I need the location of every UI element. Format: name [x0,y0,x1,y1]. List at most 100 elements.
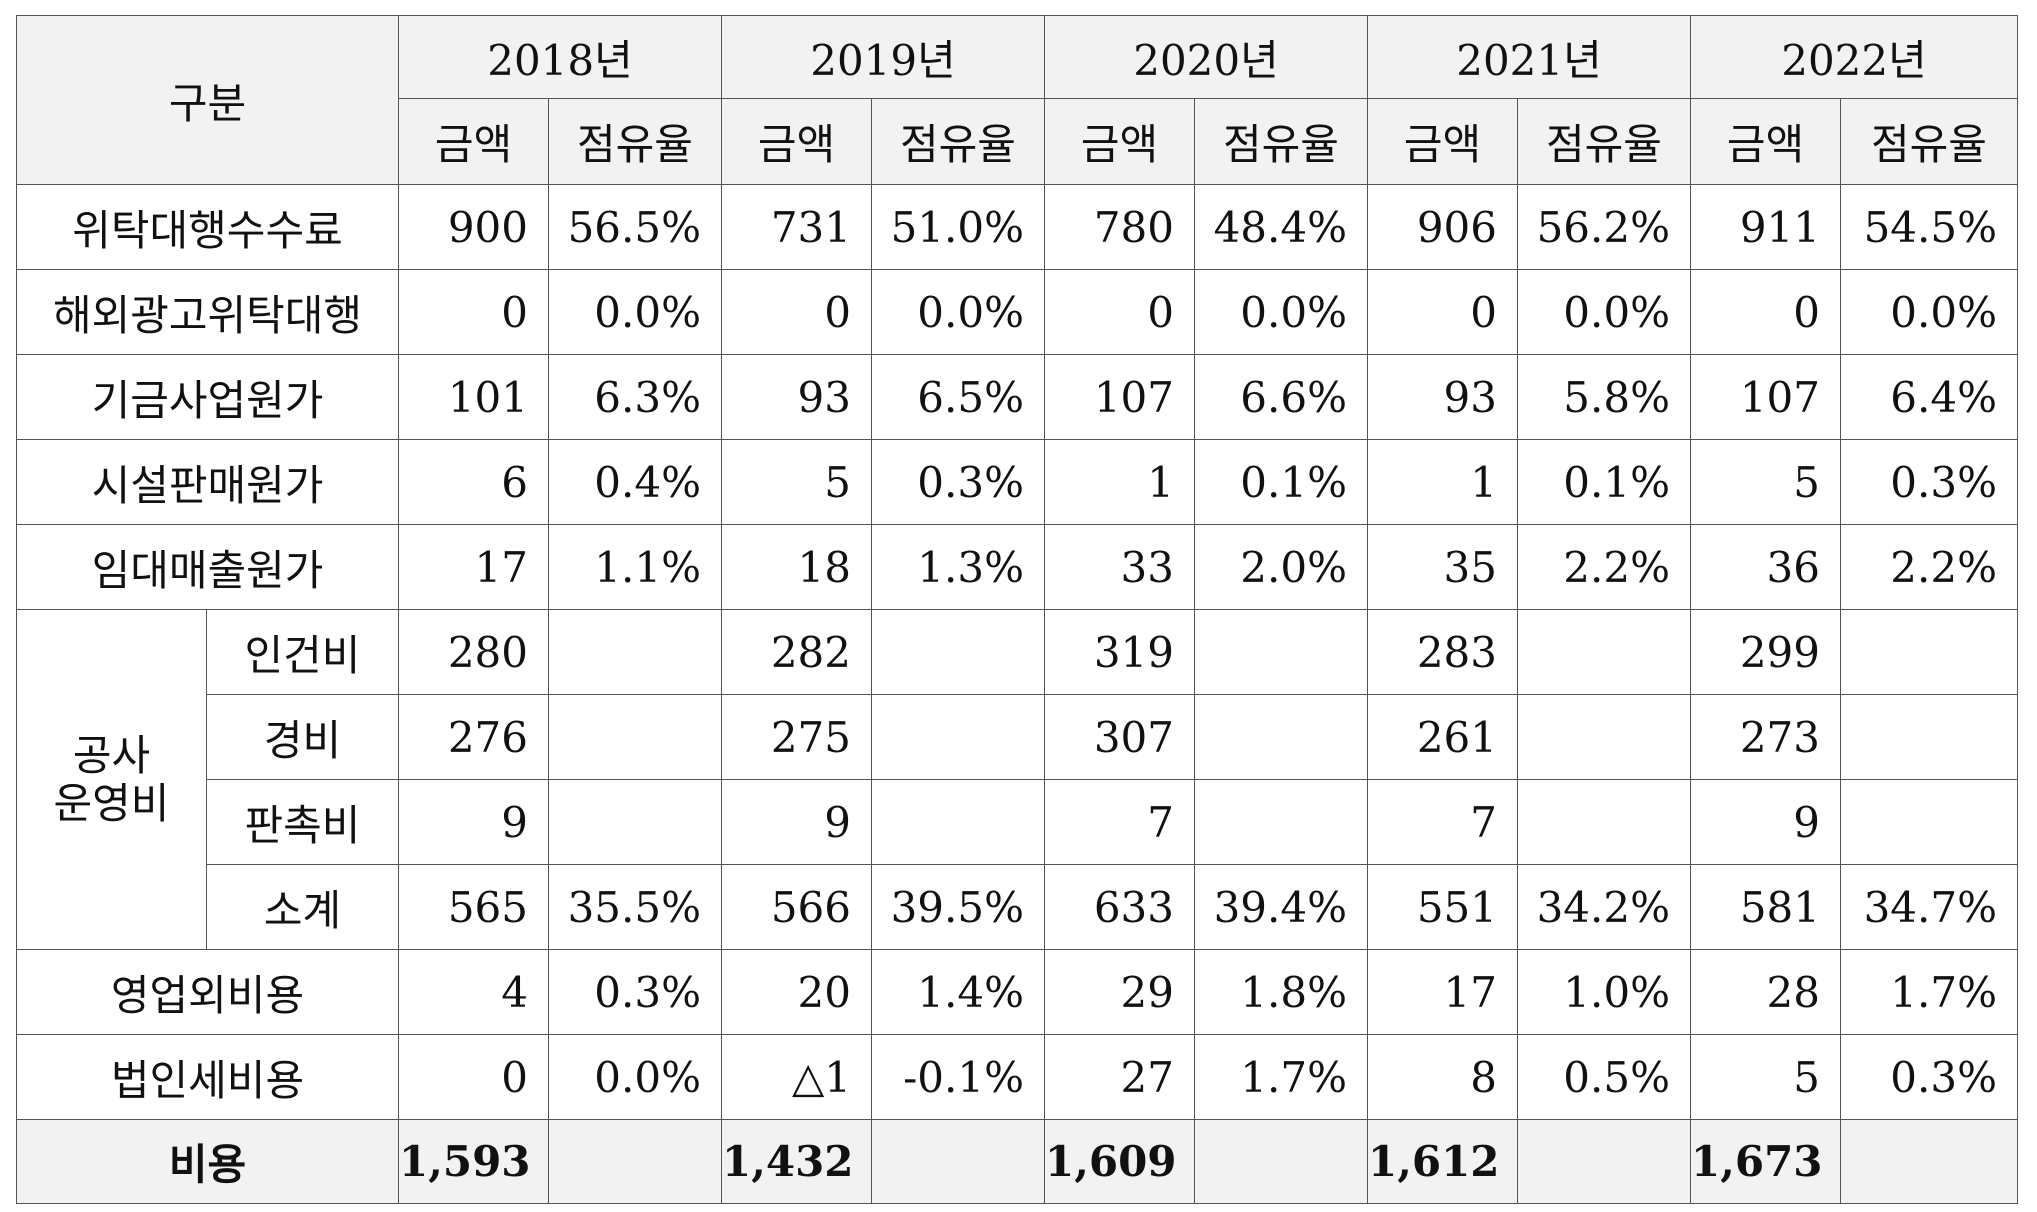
amount-cell: 282 [721,609,872,695]
amount-cell: 911 [1690,184,1841,270]
amount-cell: 35 [1367,524,1518,610]
amount-cell: 0 [398,269,549,355]
amount-cell: 900 [398,184,549,270]
header-amount: 금액 [1044,98,1195,185]
header-row-subcols: 금액 점유율 금액 점유율 금액 점유율 금액 점유율 금액 점유율 [17,98,2018,185]
amount-cell: 1,612 [1367,1119,1518,1204]
table-row-facility-sales-cost: 시설판매원가 6 0.4% 5 0.3% 1 0.1% 1 0.1% 5 0.3% [16,439,2018,525]
amount-cell: 565 [398,864,549,950]
table-row-rental-sales-cost: 임대매출원가 17 1.1% 18 1.3% 33 2.0% 35 2.2% 36 2.2% [16,524,2018,610]
share-cell: 56.2% [1517,184,1691,270]
share-cell [1517,1119,1691,1204]
row-label: 법인세비용 [16,1034,399,1120]
amount-cell: 93 [721,354,872,440]
amount-cell: 9 [721,779,872,865]
header-share: 점유율 [1517,98,1691,185]
share-cell: 2.2% [1840,524,2018,610]
share-cell: -0.1% [871,1034,1045,1120]
share-cell [1517,609,1691,695]
amount-cell: 7 [1044,779,1195,865]
share-cell: 0.0% [1517,269,1691,355]
row-label: 판촉비 [206,779,399,865]
amount-cell: 731 [721,184,872,270]
amount-cell: 36 [1690,524,1841,610]
share-cell: 6.6% [1194,354,1368,440]
amount-cell: 1,673 [1690,1119,1841,1204]
table-row-overseas-ad-consignment: 해외광고위탁대행 0 0.0% 0 0.0% 0 0.0% 0 0.0% 0 0.0% [16,269,2018,355]
amount-cell: 276 [398,694,549,780]
amount-cell: 1,593 [398,1119,549,1204]
group-label-line: 공사 [72,730,151,780]
amount-cell: 1 [1044,439,1195,525]
amount-cell: 780 [1044,184,1195,270]
row-label: 임대매출원가 [16,524,399,610]
header-amount: 금액 [721,98,872,185]
amount-cell: 7 [1367,779,1518,865]
share-cell: 1.7% [1194,1034,1368,1120]
header-row-years: 구분 2018년 2019년 2020년 2021년 2022년 [16,15,2018,185]
share-cell: 2.2% [1517,524,1691,610]
amount-cell: 6 [398,439,549,525]
share-cell [548,694,722,780]
share-cell: 5.8% [1517,354,1691,440]
share-cell: 1.1% [548,524,722,610]
amount-cell: 0 [1044,269,1195,355]
amount-cell: 20 [721,949,872,1035]
share-cell: 6.4% [1840,354,2018,440]
table-row-general-expense: 경비 276 275 307 261 273 [17,694,2018,780]
amount-cell: 4 [398,949,549,1035]
share-cell [1840,779,2018,865]
share-cell: 35.5% [548,864,722,950]
share-cell: 56.5% [548,184,722,270]
amount-cell: 18 [721,524,872,610]
amount-cell: 275 [721,694,872,780]
row-label: 인건비 [206,609,399,695]
row-label: 위탁대행수수료 [16,184,399,270]
header-amount: 금액 [398,98,549,185]
row-label: 영업외비용 [16,949,399,1035]
share-cell: 54.5% [1840,184,2018,270]
share-cell: 0.4% [548,439,722,525]
share-cell [871,609,1045,695]
share-cell: 0.0% [548,269,722,355]
share-cell: 1.7% [1840,949,2018,1035]
amount-cell: 0 [1367,269,1518,355]
header-share: 점유율 [1840,98,2018,185]
share-cell: 0.0% [548,1034,722,1120]
row-label: 경비 [206,694,399,780]
share-cell [1840,1119,2018,1204]
header-share: 점유율 [871,98,1045,185]
share-cell: 1.3% [871,524,1045,610]
share-cell: 0.3% [1840,439,2018,525]
amount-cell: 8 [1367,1034,1518,1120]
amount-cell: 319 [1044,609,1195,695]
share-cell [1194,1119,1368,1204]
amount-cell: 33 [1044,524,1195,610]
share-cell: 0.0% [1840,269,2018,355]
amount-cell: 28 [1690,949,1841,1035]
table-row-promotion-expense: 판촉비 9 9 7 7 9 [17,779,2018,865]
header-year: 2022년 [1690,15,2018,99]
share-cell [1194,779,1368,865]
group-label-line: 운영비 [53,778,170,828]
amount-cell: 27 [1044,1034,1195,1120]
amount-cell: 551 [1367,864,1518,950]
share-cell [1840,694,2018,780]
share-cell: 34.2% [1517,864,1691,950]
amount-cell: 9 [1690,779,1841,865]
table-row-consignment-fee: 위탁대행수수료 900 56.5% 731 51.0% 780 48.4% 906 56.2% 9… [16,184,2018,270]
amount-cell: 93 [1367,354,1518,440]
amount-cell: 5 [1690,1034,1841,1120]
amount-cell: 566 [721,864,872,950]
amount-cell: 1 [1367,439,1518,525]
share-cell [548,609,722,695]
amount-cell: 29 [1044,949,1195,1035]
share-cell: 39.4% [1194,864,1368,950]
share-cell: 2.0% [1194,524,1368,610]
amount-cell: 107 [1044,354,1195,440]
amount-cell: 283 [1367,609,1518,695]
header-amount: 금액 [1367,98,1518,185]
share-cell: 51.0% [871,184,1045,270]
table-row-personnel-expense: 공사 운영비 인건비 280 282 319 283 299 [16,609,2018,950]
amount-cell: 0 [1690,269,1841,355]
